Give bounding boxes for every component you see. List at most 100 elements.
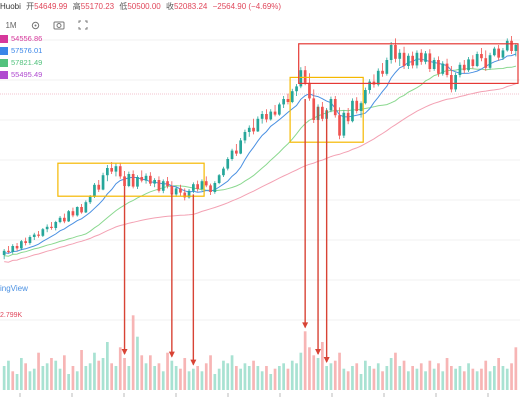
- volume-bar: [273, 368, 277, 390]
- volume-bar: [467, 363, 470, 390]
- candle-body: [381, 70, 384, 74]
- volume-bar: [450, 366, 453, 390]
- candle-body: [260, 114, 264, 119]
- volume-bar: [282, 363, 285, 390]
- candle-body: [222, 168, 225, 176]
- ma-color-swatch: [0, 71, 8, 79]
- candle-body: [346, 112, 350, 122]
- candle-body: [123, 176, 126, 186]
- volume-bar: [144, 363, 148, 390]
- candle-body: [209, 185, 212, 192]
- candle-body: [308, 82, 311, 99]
- candle-body: [183, 192, 187, 198]
- volume-bar: [67, 374, 70, 390]
- candle-body: [88, 196, 92, 203]
- candle-body: [235, 150, 238, 154]
- volume-bar: [299, 352, 303, 390]
- volume-bar: [432, 368, 436, 390]
- volume-bar: [372, 368, 376, 390]
- candle-body: [243, 132, 247, 141]
- candle-body: [67, 211, 70, 222]
- candle-body: [97, 184, 101, 190]
- candle-body: [157, 180, 161, 191]
- volume-bar: [230, 355, 234, 390]
- volume-bar: [402, 360, 406, 390]
- ma-color-swatch: [0, 47, 8, 55]
- volume-bar: [75, 371, 79, 390]
- settings-gear-icon[interactable]: [28, 18, 42, 32]
- candle-body: [428, 53, 432, 69]
- volume-bar: [437, 363, 440, 390]
- candle-body: [290, 91, 294, 102]
- ma-value: 57821.49: [11, 58, 43, 67]
- volume-bar: [196, 366, 199, 390]
- volume-bar: [226, 363, 230, 390]
- candle-body: [505, 40, 509, 51]
- volume-bar: [407, 371, 410, 390]
- candle-body: [217, 175, 221, 183]
- volume-bar: [209, 355, 212, 390]
- candle-body: [213, 183, 217, 192]
- candle-body: [7, 250, 10, 252]
- ma-value: 54556.86: [11, 34, 43, 43]
- candle-body: [321, 106, 324, 119]
- candle-body: [488, 55, 492, 68]
- candle-body: [204, 181, 208, 186]
- volume-bar: [256, 366, 260, 390]
- candle-body: [368, 81, 371, 90]
- volume-bar: [312, 355, 316, 390]
- candle-body: [510, 40, 513, 51]
- candle-body: [389, 45, 393, 60]
- candle-body: [41, 229, 45, 236]
- candle-body: [475, 54, 479, 66]
- candle-body: [364, 90, 367, 104]
- ma-legend-row-3: 57821.49: [0, 57, 42, 69]
- volume-bar: [217, 368, 221, 390]
- volume-bar: [32, 368, 36, 390]
- screenshot-camera-icon[interactable]: [52, 18, 66, 32]
- candle-body: [282, 99, 285, 105]
- candle-body: [187, 190, 191, 198]
- close-value: 52083.24: [173, 2, 208, 11]
- candle-body: [179, 188, 182, 193]
- volume-bar: [497, 358, 500, 390]
- volume-bar: [41, 366, 45, 390]
- volume-bar: [269, 374, 273, 390]
- candle-body: [200, 181, 204, 189]
- candle-body: [424, 53, 427, 62]
- volume-bar: [45, 363, 49, 390]
- volume-bar: [260, 371, 264, 390]
- volume-bar: [398, 366, 402, 390]
- candle-body: [50, 226, 53, 228]
- volume-bar: [445, 358, 449, 390]
- volume-bar: [329, 363, 333, 390]
- ma-legend-row-1: 54556.86: [0, 33, 42, 45]
- candle-body: [376, 70, 380, 85]
- volume-bar: [351, 366, 354, 390]
- candle-body: [153, 180, 156, 184]
- volume-bar: [131, 315, 135, 390]
- candle-body: [140, 177, 144, 181]
- volume-bar: [54, 360, 58, 390]
- volume-bar: [458, 366, 462, 390]
- volume-bar: [213, 374, 217, 390]
- candle-body: [161, 181, 165, 191]
- candle-body: [419, 52, 423, 62]
- volume-bar: [355, 363, 359, 390]
- volume-bar: [15, 374, 19, 390]
- volume-bar: [88, 363, 92, 390]
- ma-value: 57576.01: [11, 46, 43, 55]
- fullscreen-icon[interactable]: [76, 18, 90, 32]
- volume-bar: [471, 368, 475, 390]
- candle-body: [247, 127, 251, 132]
- interval-selector[interactable]: 1M: [5, 20, 17, 30]
- volume-bar: [170, 360, 174, 390]
- volume-bar: [11, 371, 15, 390]
- high-value: 55170.23: [80, 2, 115, 11]
- candle-body: [450, 75, 453, 90]
- consolidation-box-red: [298, 43, 519, 84]
- moving-average-legend: 54556.86 57576.01 57821.49 55495.49: [0, 33, 42, 81]
- candle-body: [454, 75, 457, 90]
